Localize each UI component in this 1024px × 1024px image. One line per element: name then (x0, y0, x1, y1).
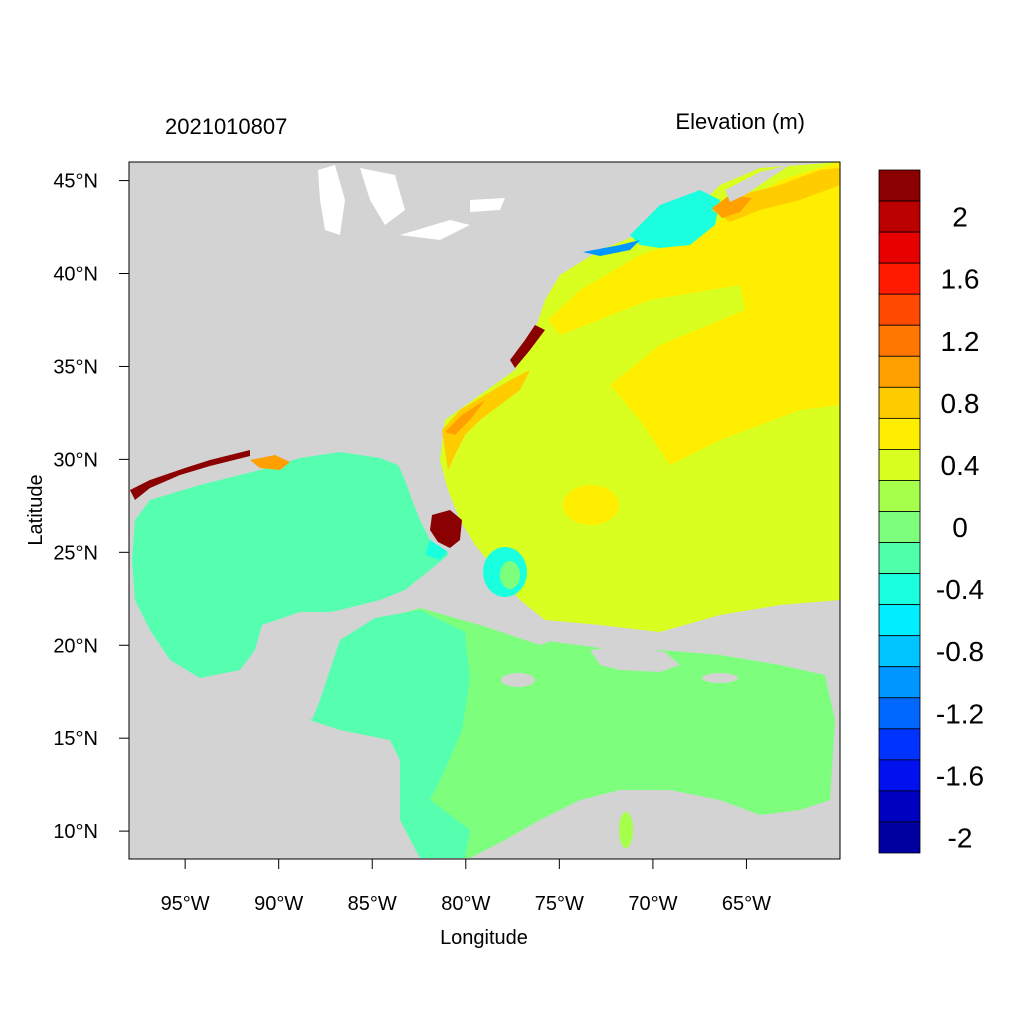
colorbar-label: -1.6 (936, 760, 984, 791)
y-tick-label: 15°N (53, 728, 98, 750)
colorbar-swatch (878, 604, 921, 637)
colorbar-label: -1.2 (936, 698, 984, 729)
colorbar-label: 0.8 (941, 388, 980, 419)
puerto-rico (702, 673, 738, 683)
colorbar-label: 2 (952, 202, 968, 233)
jamaica (501, 673, 535, 687)
lake-erie (400, 220, 470, 240)
x-axis-ticks: 95°W 90°W 85°W 80°W 75°W 70°W 65°W (161, 859, 771, 915)
colorbar-swatch (878, 169, 921, 202)
colorbar-label: -2 (948, 822, 973, 853)
elevated-blob (563, 485, 619, 525)
colorbar-swatch (878, 697, 921, 730)
lake-maracaibo (619, 812, 633, 848)
colorbar-swatch (878, 324, 921, 357)
y-tick-label: 25°N (53, 542, 98, 564)
colorbar-swatch (878, 511, 921, 543)
gulf-of-mexico (132, 452, 448, 678)
colorbar-swatch (878, 728, 921, 761)
gulf-of-maine (630, 190, 720, 248)
colorbar-swatch (878, 449, 921, 481)
colorbar-swatch (878, 759, 921, 792)
colorbar-swatch (878, 231, 921, 264)
colorbar: 2 1.6 1.2 0.8 0.4 0 -0.4 -0.8 -1.2 -1.6 -2 (878, 169, 984, 854)
y-tick-label: 30°N (53, 449, 98, 471)
open-ocean (548, 162, 840, 465)
y-tick-label: 40°N (53, 264, 98, 286)
colorbar-label: 1.2 (941, 326, 980, 357)
colorbar-swatch (878, 542, 921, 574)
x-axis-label: Longitude (440, 927, 528, 949)
y-tick-label: 20°N (53, 635, 98, 657)
colorbar-swatch (878, 200, 921, 233)
nova-scotia (725, 165, 790, 202)
colorbar-swatch (878, 480, 921, 512)
florida-keys-depression (425, 540, 448, 560)
south-america (470, 790, 840, 858)
yucatan-peninsula (240, 612, 340, 720)
colorbar-label: 1.6 (941, 264, 980, 295)
x-tick-label: 80°W (441, 893, 490, 915)
colorbar-swatch (878, 293, 921, 326)
map-plot-area (129, 162, 840, 859)
long-island-sound (583, 240, 640, 256)
y-axis-ticks: 45°N 40°N 35°N 30°N 25°N 20°N 15°N 10°N (53, 171, 129, 843)
southeast-shelf-surge (442, 370, 530, 470)
x-tick-label: 90°W (254, 893, 303, 915)
lake-ontario (470, 198, 505, 212)
x-tick-label: 85°W (348, 893, 397, 915)
colorbar-label: -0.4 (936, 574, 984, 605)
x-tick-label: 75°W (535, 893, 584, 915)
texas-coast-surge (130, 450, 250, 500)
scotian-shelf-core (712, 195, 752, 218)
shelf-surge-core (445, 400, 485, 435)
colorbar-swatch (878, 262, 921, 295)
hispaniola (590, 645, 680, 672)
bahamas-land (500, 561, 520, 589)
scotian-shelf-surge (712, 168, 840, 222)
gulf-coast-surge (250, 455, 290, 470)
y-tick-label: 10°N (53, 821, 98, 843)
colorbar-swatch (878, 635, 921, 668)
colorbar-swatch (878, 790, 921, 823)
timestamp-title: 2021010807 (165, 114, 287, 139)
y-axis-label: Latitude (25, 474, 47, 545)
colorbar-swatch (878, 355, 921, 388)
colorbar-label: 0 (952, 512, 968, 543)
x-tick-label: 70°W (628, 893, 677, 915)
y-tick-label: 45°N (53, 171, 98, 193)
carolina-coast-surge (510, 325, 545, 368)
y-tick-label: 35°N (53, 356, 98, 378)
colorbar-swatch (878, 821, 921, 854)
colorbar-swatch (878, 417, 921, 450)
colorbar-swatch (878, 666, 921, 699)
lake-huron (360, 168, 405, 225)
x-tick-label: 65°W (722, 893, 771, 915)
colorbar-swatch (878, 386, 921, 419)
cuba (385, 590, 555, 645)
western-caribbean (310, 610, 470, 858)
colorbar-swatch (878, 573, 921, 606)
colorbar-label: 0.4 (941, 450, 980, 481)
variable-title: Elevation (m) (675, 109, 805, 134)
colorbar-label: -0.8 (936, 636, 984, 667)
florida-surge (430, 510, 462, 548)
plot-frame (128, 161, 841, 860)
x-tick-label: 95°W (161, 893, 210, 915)
lake-michigan (318, 165, 345, 235)
